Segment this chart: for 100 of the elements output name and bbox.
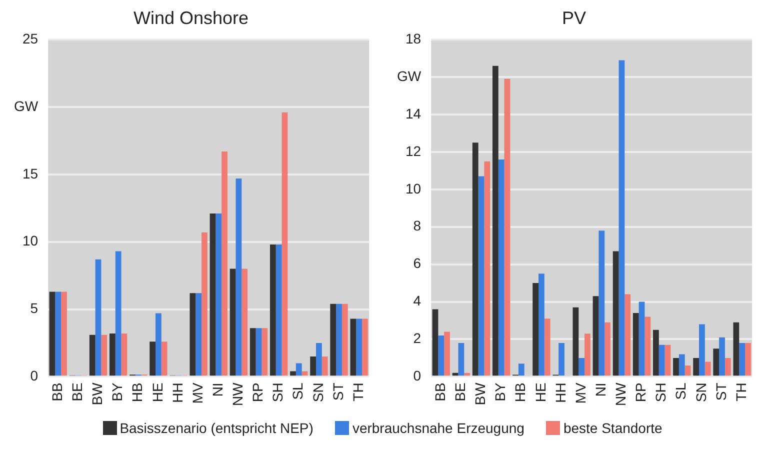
bar	[150, 342, 156, 376]
bar	[310, 356, 316, 376]
x-tick-label: BW	[89, 382, 106, 406]
y-tick-label: GW	[14, 98, 39, 114]
bar	[558, 342, 564, 376]
bar	[572, 307, 579, 376]
bar	[598, 230, 605, 376]
bar	[236, 178, 242, 376]
bar	[638, 302, 645, 376]
x-tick-label: MV	[572, 382, 588, 404]
bar	[196, 293, 202, 376]
x-tick-label: BY	[492, 382, 508, 402]
bar	[262, 328, 268, 376]
y-tick-label: 8	[413, 218, 422, 234]
bar	[101, 334, 108, 376]
bar	[544, 318, 550, 376]
bar	[438, 335, 444, 376]
bar	[578, 358, 585, 376]
bar	[592, 296, 599, 376]
x-tick-label: BW	[472, 382, 488, 406]
bar	[270, 244, 276, 376]
bar	[624, 294, 631, 376]
x-tick-label: NW	[612, 382, 629, 406]
bar	[652, 330, 659, 376]
x-tick-label: HE	[149, 382, 166, 402]
y-tick-label: 5	[30, 300, 38, 316]
bar	[719, 337, 725, 376]
bar	[678, 354, 685, 376]
bar	[161, 342, 168, 376]
x-tick-label: TH	[350, 382, 366, 402]
y-tick-label: 25	[22, 30, 38, 46]
bar	[256, 328, 262, 376]
bar	[322, 356, 328, 376]
bar	[330, 304, 336, 376]
bar	[464, 372, 470, 376]
bar	[504, 78, 510, 376]
bar	[492, 66, 498, 376]
bar	[61, 292, 67, 376]
x-tick-label: SN	[692, 382, 709, 402]
x-tick-label: NW	[230, 382, 246, 406]
bar	[498, 159, 504, 376]
x-tick-label: MV	[189, 382, 206, 404]
x-tick-label: HH	[169, 382, 186, 403]
bar	[282, 112, 288, 376]
x-tick-label: BE	[69, 382, 86, 402]
bar	[55, 292, 62, 376]
bar	[713, 348, 720, 376]
x-tick-label: SH	[270, 382, 286, 402]
bar	[518, 364, 524, 376]
bar	[156, 313, 162, 376]
bar	[632, 313, 639, 376]
bar	[342, 304, 348, 376]
x-tick-label: BE	[452, 382, 468, 402]
bar	[584, 334, 590, 376]
bar	[658, 344, 665, 376]
bar	[733, 322, 740, 376]
bar	[109, 334, 116, 376]
bar	[484, 161, 490, 376]
bar	[190, 293, 196, 376]
x-tick-label: NI	[592, 382, 608, 397]
x-tick-label: SL	[672, 382, 689, 400]
bar	[210, 214, 216, 376]
bar	[452, 372, 458, 376]
chart-title: Wind Onshore	[133, 8, 249, 28]
y-tick-label: 10	[406, 180, 422, 196]
x-tick-label: RP	[250, 382, 266, 402]
bar	[115, 251, 122, 376]
bar	[336, 304, 342, 376]
bar	[216, 214, 222, 376]
bar	[444, 332, 450, 376]
x-tick-label: BY	[109, 382, 126, 402]
x-tick-label: BB	[48, 382, 65, 402]
x-tick-label: HB	[512, 382, 528, 402]
x-tick-label: BB	[432, 382, 448, 402]
x-tick-label: ST	[712, 382, 729, 401]
bar	[296, 363, 302, 376]
bar	[604, 322, 610, 376]
y-tick-label: 4	[413, 292, 422, 309]
bar	[356, 318, 362, 376]
bar	[684, 365, 691, 376]
bar	[230, 268, 236, 376]
x-tick-label: HH	[552, 382, 568, 403]
y-tick-label: GW	[396, 68, 422, 84]
bar	[538, 274, 544, 376]
legend-label: Basisszenario (entspricht NEP)	[120, 420, 314, 436]
x-tick-label: HB	[129, 382, 146, 402]
bar	[673, 358, 679, 376]
bar	[612, 251, 619, 376]
bar	[250, 328, 256, 376]
bar	[121, 334, 128, 376]
bar	[745, 342, 751, 376]
bar	[472, 142, 478, 376]
bar	[664, 344, 671, 376]
bar	[49, 292, 56, 376]
bar	[362, 318, 368, 376]
bar	[478, 176, 484, 376]
bar	[693, 358, 700, 376]
bar	[276, 244, 282, 376]
bar	[618, 60, 625, 376]
y-tick-label: 0	[413, 368, 422, 384]
